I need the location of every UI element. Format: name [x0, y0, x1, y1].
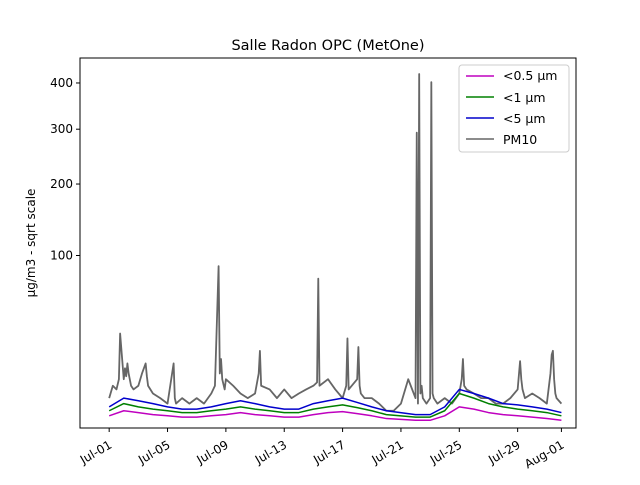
- legend-label-lt1: <1 µm: [503, 90, 546, 105]
- axes-frame: [79, 57, 577, 429]
- series-line-5-m: [108, 388, 562, 416]
- y-tick-label: 300: [50, 122, 73, 136]
- legend-label-pm10: PM10: [503, 132, 537, 147]
- legend-label-lt5: <5 µm: [503, 111, 546, 126]
- chart-title: Salle Radon OPC (MetOne): [231, 38, 424, 54]
- y-tick-label: 400: [50, 76, 73, 90]
- legend-box: [458, 64, 570, 153]
- y-tick-label: 200: [50, 177, 73, 191]
- legend-label-lt05: <0.5 µm: [503, 68, 557, 83]
- series-line-1-m: [108, 392, 562, 418]
- y-tick-label: 100: [50, 248, 73, 262]
- y-axis-ticks: 100 200 300 400: [50, 76, 80, 262]
- series-line-0-5-m: [108, 406, 562, 422]
- legend: <0.5 µm <1 µm <5 µm PM10: [458, 64, 570, 153]
- y-axis-label: µg/m3 - sqrt scale: [24, 189, 38, 298]
- series-layer: [108, 73, 563, 422]
